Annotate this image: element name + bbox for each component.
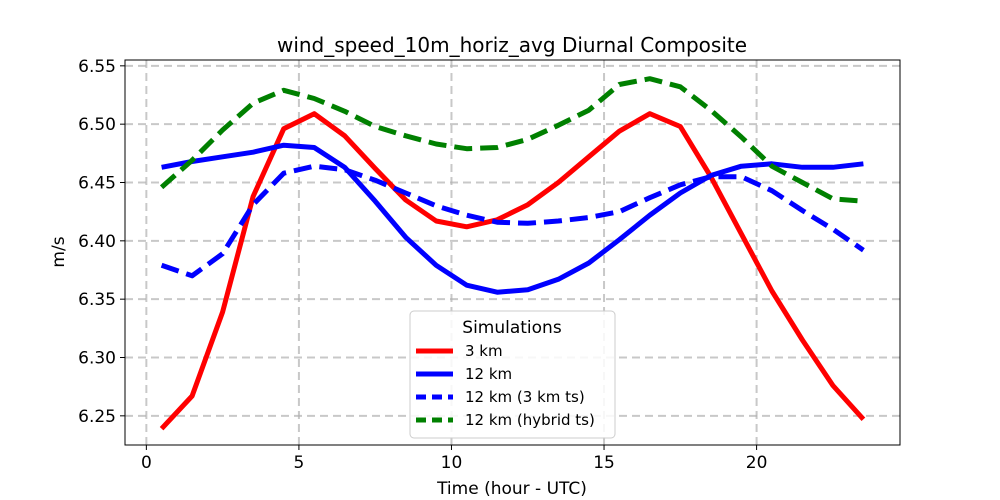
y-tick-label: 6.50 — [78, 115, 116, 135]
y-axis-label: m/s — [49, 236, 69, 267]
x-tick-label: 10 — [441, 453, 463, 473]
y-tick-label: 6.55 — [78, 57, 116, 77]
legend-label: 12 km (3 km ts) — [465, 388, 585, 406]
x-tick-label: 20 — [746, 453, 768, 473]
legend-box — [409, 310, 616, 439]
legend-label: 12 km (hybrid ts) — [465, 411, 595, 429]
series-line-2 — [160, 163, 865, 279]
legend-label: 3 km — [465, 342, 503, 360]
y-tick-label: 6.40 — [78, 232, 116, 252]
series-line-1 — [161, 142, 864, 295]
y-tick-label: 6.25 — [78, 407, 116, 427]
x-axis-ticks: 0 5 10 15 20 — [141, 445, 767, 473]
y-tick-label: 6.35 — [78, 290, 116, 310]
x-tick-label: 5 — [294, 453, 305, 473]
y-tick-label: 6.30 — [78, 349, 116, 369]
x-tick-label: 15 — [593, 453, 615, 473]
series-layer — [159, 76, 866, 431]
y-tick-label: 6.45 — [78, 174, 116, 194]
series-line-3 — [159, 76, 864, 204]
legend-title: Simulations — [462, 318, 562, 338]
x-tick-label: 0 — [141, 453, 152, 473]
series-line-0 — [159, 111, 866, 431]
legend: Simulations 3 km 12 km 12 km (3 km ts) 12 k… — [409, 310, 616, 439]
y-axis-ticks: 6.25 6.30 6.35 6.40 6.45 6.50 6.55 — [78, 57, 125, 427]
plot-frame — [124, 59, 901, 446]
legend-entries: 3 km 12 km 12 km (3 km ts) 12 km (hybrid ts… — [416, 342, 595, 429]
x-axis-label: Time (hour - UTC) — [436, 479, 587, 499]
chart-title: wind_speed_10m_horiz_avg Diurnal Composi… — [277, 33, 747, 57]
legend-label: 12 km — [465, 365, 512, 383]
